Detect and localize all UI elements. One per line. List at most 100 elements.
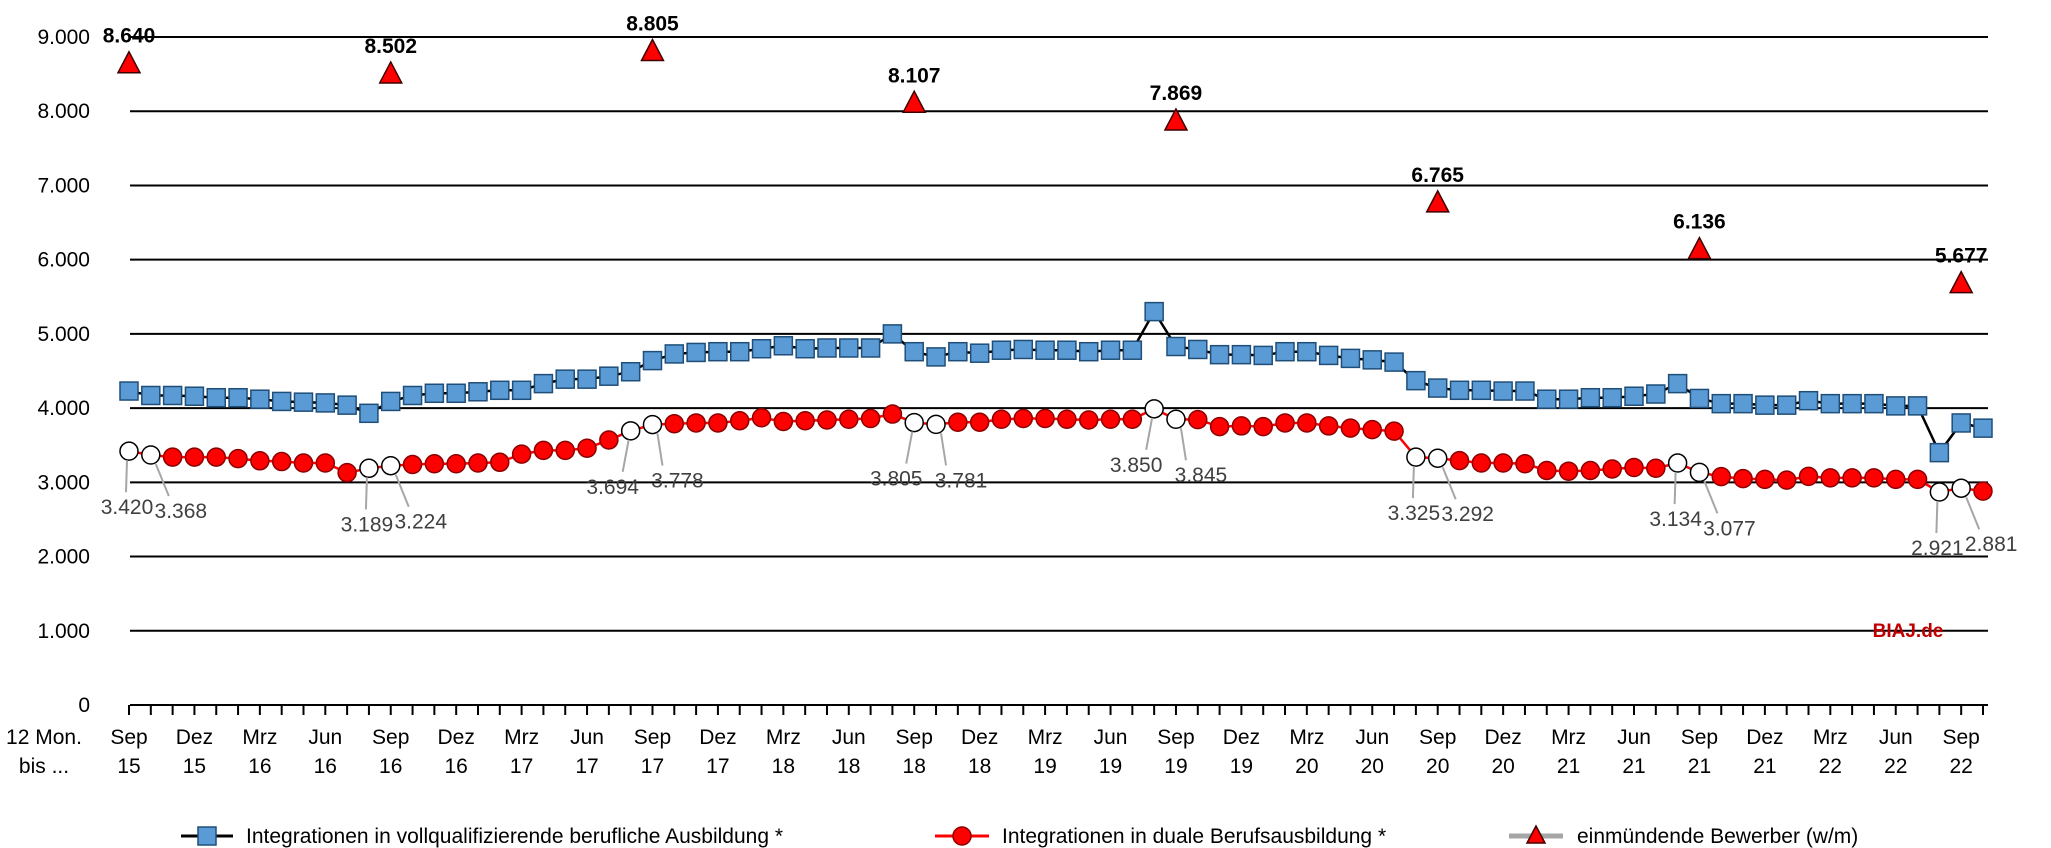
data-point-circle — [1340, 418, 1361, 438]
data-point-circle — [141, 445, 161, 465]
x-tick-label-month: Dez — [1223, 726, 1260, 749]
x-tick-label-month: Sep — [110, 726, 147, 749]
label-leader-line — [1703, 481, 1719, 514]
x-tick-label-month: Sep — [372, 726, 409, 749]
x-tick-label-month: Dez — [1484, 726, 1521, 749]
data-point-circle — [555, 440, 575, 461]
y-axis: 0 1.000 2.000 3.000 4.000 5.000 6.000 7.000 8.00… — [37, 26, 90, 717]
data-point-circle — [817, 410, 837, 430]
data-point-triangle — [901, 89, 927, 114]
data-label: 8.502 — [364, 35, 417, 58]
data-point-square — [729, 341, 750, 362]
data-point-square — [402, 385, 423, 406]
data-point-square — [577, 369, 597, 389]
data-point-square — [1035, 340, 1055, 360]
y-tick-label: 5.000 — [37, 323, 90, 346]
data-point-square — [468, 382, 488, 402]
data-label: 3.778 — [651, 470, 704, 493]
data-label: 8.640 — [103, 25, 156, 48]
x-tick-label-year: 19 — [1230, 755, 1253, 778]
data-point-square — [1078, 341, 1099, 362]
x-tick-label-year: 20 — [1295, 755, 1318, 778]
data-point-circle — [642, 414, 663, 435]
series-line — [128, 309, 1984, 456]
data-point-square — [1580, 387, 1601, 408]
data-point-square — [860, 338, 881, 358]
data-point-circle — [1427, 448, 1448, 468]
data-point-triangle — [1687, 235, 1712, 260]
y-tick-label: 8.000 — [37, 100, 90, 123]
data-point-circle — [1166, 409, 1186, 429]
data-point-square — [490, 380, 510, 401]
x-tick-label-month: Sep — [1681, 726, 1718, 749]
x-row-label: 12 Mon. — [6, 726, 82, 749]
data-point-circle — [533, 440, 554, 461]
x-tick-label-month: Mrz — [1289, 726, 1324, 749]
x-tick-label-month: Mrz — [1813, 726, 1848, 749]
data-point-square — [511, 380, 532, 401]
legend-label: einmündende Bewerber (w/m) — [1577, 825, 1858, 848]
data-point-circle — [1406, 447, 1426, 467]
data-label: 3.850 — [1110, 454, 1163, 477]
data-point-square — [1318, 345, 1339, 366]
data-point-circle — [446, 454, 466, 474]
x-tick-label-year: 21 — [1753, 755, 1776, 778]
x-tick-label-month: Sep — [1943, 726, 1980, 749]
data-point-square — [1013, 339, 1034, 360]
data-point-circle — [293, 453, 314, 473]
label-leader-line — [905, 431, 914, 464]
data-label: 3.368 — [155, 500, 208, 523]
y-tick-label: 7.000 — [37, 174, 90, 197]
data-label: 3.845 — [1175, 464, 1228, 487]
data-point-square — [1864, 393, 1884, 414]
y-tick-label: 9.000 — [37, 26, 90, 49]
data-point-circle — [882, 404, 903, 424]
data-point-square — [555, 369, 575, 389]
x-tick-label-month: Mrz — [242, 726, 277, 749]
data-point-circle — [729, 410, 750, 431]
x-tick-label-year: 17 — [510, 755, 533, 778]
legend: Integrationen in vollqualifizierende ber… — [181, 824, 1858, 848]
data-point-circle — [1493, 453, 1513, 473]
label-leader-line — [1145, 417, 1154, 451]
data-point-circle — [468, 453, 488, 473]
data-point-square — [1907, 396, 1928, 416]
label-leader-line — [1411, 466, 1415, 499]
data-point-circle — [380, 455, 401, 476]
data-point-square — [1340, 348, 1361, 369]
series-vollqualifizierend — [119, 301, 1993, 463]
data-point-circle — [904, 412, 924, 433]
y-tick-label: 1.000 — [37, 620, 90, 643]
data-point-square — [359, 403, 379, 424]
data-point-square — [620, 361, 641, 382]
data-point-square — [969, 343, 990, 363]
label-leader-line — [1673, 472, 1677, 505]
data-point-square — [817, 338, 837, 358]
x-tick-label-year: 19 — [1033, 755, 1056, 778]
data-point-square — [1667, 373, 1688, 394]
data-label: 3.189 — [341, 513, 394, 536]
data-point-square — [184, 386, 205, 406]
x-tick-label-year: 21 — [1557, 755, 1580, 778]
data-point-square — [1122, 340, 1143, 360]
data-point-circle — [1297, 413, 1317, 433]
data-point-circle — [1624, 457, 1644, 478]
x-tick-label-month: Dez — [176, 726, 213, 749]
label-leader-line — [125, 460, 128, 493]
data-point-circle — [1057, 409, 1077, 429]
data-point-circle — [1078, 410, 1099, 430]
x-axis: Sep 15 Dez 15 Mrz 16 Jun 16 Sep 16 Dez 16 Mrz 17 Jun 17… — [6, 705, 1984, 778]
x-tick-label-year: 17 — [641, 755, 664, 778]
data-point-circle — [1122, 409, 1143, 429]
data-label: 2.921 — [1911, 537, 1964, 560]
x-tick-label-year: 16 — [444, 755, 467, 778]
data-point-square — [1100, 340, 1121, 360]
label-leader-line — [1935, 500, 1939, 534]
x-tick-label-year: 16 — [379, 755, 402, 778]
x-tick-label-month: Mrz — [1028, 726, 1063, 749]
x-tick-label-month: Dez — [437, 726, 474, 749]
x-tick-label-month: Mrz — [504, 726, 539, 749]
data-point-circle — [1646, 458, 1666, 478]
data-label: 7.869 — [1150, 82, 1203, 105]
data-point-square — [206, 387, 226, 408]
